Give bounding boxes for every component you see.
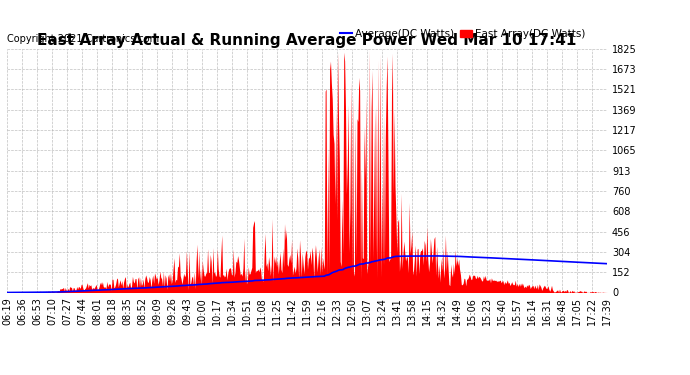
Title: East Array Actual & Running Average Power Wed Mar 10 17:41: East Array Actual & Running Average Powe… [37,33,577,48]
Legend: Average(DC Watts), East Array(DC Watts): Average(DC Watts), East Array(DC Watts) [336,25,590,43]
Text: Copyright 2021 Cartronics.com: Copyright 2021 Cartronics.com [7,34,159,44]
